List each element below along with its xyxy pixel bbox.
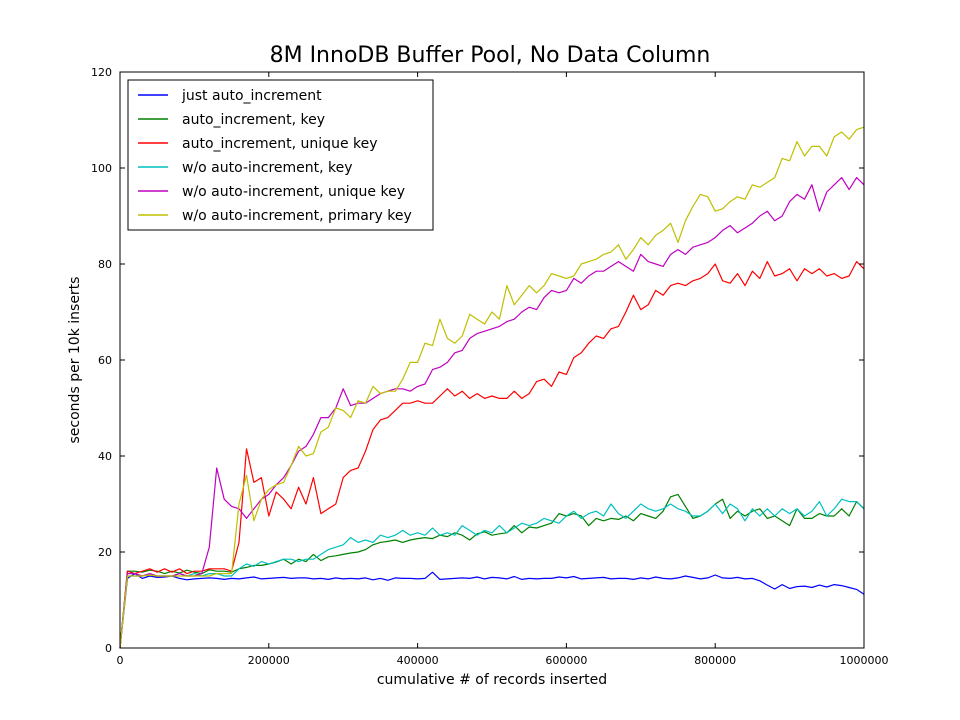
x-tick-label: 800000 bbox=[694, 654, 736, 667]
x-tick-label: 0 bbox=[117, 654, 124, 667]
legend-label-3: w/o auto-increment, key bbox=[182, 160, 353, 176]
legend-label-4: w/o auto-increment, unique key bbox=[182, 184, 405, 200]
y-tick-label: 20 bbox=[98, 546, 112, 559]
legend-label-1: auto_increment, key bbox=[182, 112, 325, 128]
x-tick-label: 400000 bbox=[397, 654, 439, 667]
series-line-5 bbox=[119, 126, 865, 649]
legend-box bbox=[127, 79, 434, 231]
tick-layer: 0 200000 400000 600000 800000 1000000 0 20 40 60 8… bbox=[91, 66, 889, 667]
y-tick-label: 60 bbox=[98, 354, 112, 367]
series-line-0 bbox=[119, 571, 865, 649]
series-line-4 bbox=[119, 177, 865, 649]
x-tick-label: 1000000 bbox=[840, 654, 889, 667]
x-axis-label: cumulative # of records inserted bbox=[377, 672, 607, 688]
x-tick-label: 200000 bbox=[248, 654, 290, 667]
chart-title: 8M InnoDB Buffer Pool, No Data Column bbox=[270, 43, 711, 68]
y-tick-label: 80 bbox=[98, 258, 112, 271]
series-layer bbox=[119, 126, 865, 649]
y-tick-label: 100 bbox=[91, 162, 112, 175]
y-axis-label: seconds per 10k inserts bbox=[67, 277, 83, 444]
legend: just auto_increment auto_increment, key au… bbox=[127, 79, 434, 231]
x-tick-label: 600000 bbox=[545, 654, 587, 667]
series-line-3 bbox=[119, 498, 865, 649]
y-tick-label: 40 bbox=[98, 450, 112, 463]
legend-label-0: just auto_increment bbox=[181, 88, 322, 104]
y-tick-label: 120 bbox=[91, 66, 112, 79]
y-tick-label: 0 bbox=[105, 642, 112, 655]
series-line-2 bbox=[119, 261, 865, 649]
legend-label-2: auto_increment, unique key bbox=[182, 136, 378, 152]
legend-label-5: w/o auto-increment, primary key bbox=[182, 208, 412, 224]
